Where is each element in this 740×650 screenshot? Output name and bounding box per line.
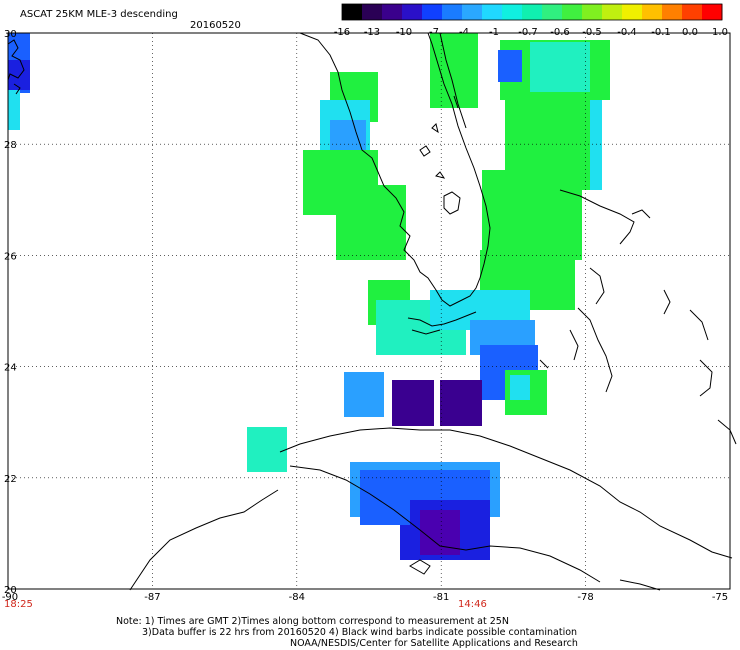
- longitude-labels: -90 -87 -84 -81 -78 -75: [2, 592, 728, 603]
- swath-cell: [247, 427, 287, 472]
- swath-cell: [420, 510, 460, 555]
- colorbar-swatch: [662, 4, 683, 20]
- latitude-label: 26: [4, 251, 17, 262]
- colorbar-swatch: [542, 4, 563, 20]
- colorbar-swatch: [442, 4, 463, 20]
- longitude-label: -90: [2, 592, 18, 603]
- latitude-label: 20: [4, 585, 17, 596]
- swath-cell: [344, 372, 384, 417]
- swath-cell: [440, 380, 482, 426]
- swath-cell: [8, 90, 20, 130]
- colorbar-swatch: [382, 4, 403, 20]
- swath-cell: [8, 60, 30, 90]
- coastline-layer: [7, 32, 737, 591]
- longitude-label: -84: [289, 592, 305, 603]
- colorbar-swatch: [342, 4, 363, 20]
- colorbar-swatch: [482, 4, 503, 20]
- colorbar-swatch: [642, 4, 663, 20]
- colorbar-swatch: [622, 4, 643, 20]
- colorbar-swatch: [502, 4, 523, 20]
- colorbar-swatch: [462, 4, 483, 20]
- latitude-label: 22: [4, 474, 17, 485]
- colorbar-swatch: [362, 4, 383, 20]
- swath-data-layer: [8, 33, 610, 560]
- colorbar-border: [341, 3, 723, 21]
- latitude-label: 24: [4, 363, 17, 374]
- longitude-label: -81: [433, 592, 449, 603]
- swath-cell: [530, 42, 590, 92]
- swath-cell: [370, 500, 410, 525]
- colorbar-swatch: [402, 4, 423, 20]
- colorbar: [341, 3, 723, 21]
- colorbar-swatch: [582, 4, 603, 20]
- swath-cell: [336, 185, 406, 260]
- colorbar-swatch: [602, 4, 623, 20]
- longitude-label: -75: [712, 592, 728, 603]
- latitude-labels: 30 28 26 24 22 20: [4, 29, 17, 596]
- colorbar-swatch: [422, 4, 443, 20]
- note-line-1: Note: 1) Times are GMT 2)Times along bot…: [116, 616, 509, 627]
- map-title: ASCAT 25KM MLE-3 descending: [20, 9, 178, 20]
- longitude-label: -78: [577, 592, 593, 603]
- latitude-label: 30: [4, 29, 17, 40]
- swath-cell: [590, 100, 602, 190]
- map-frame: [7, 32, 731, 590]
- swath-cell: [392, 380, 434, 426]
- swath-cell: [510, 375, 530, 400]
- colorbar-swatch: [702, 4, 723, 20]
- time-label-left: 18:25: [4, 599, 33, 610]
- swath-cell: [498, 50, 522, 82]
- colorbar-swatch: [562, 4, 583, 20]
- latitude-label: 28: [4, 140, 17, 151]
- swath-cell: [430, 33, 478, 108]
- map-date: 20160520: [190, 20, 241, 31]
- time-label-right: 14:46: [458, 599, 487, 610]
- grid-lines: [8, 33, 730, 589]
- swath-cell: [482, 170, 582, 260]
- note-line-2: 3)Data buffer is 22 hrs from 20160520 4)…: [142, 627, 578, 638]
- longitude-label: -87: [144, 592, 160, 603]
- note-line-3: NOAA/NESDIS/Center for Satellite Applica…: [290, 638, 578, 649]
- colorbar-swatch: [522, 4, 543, 20]
- colorbar-swatch: [682, 4, 703, 20]
